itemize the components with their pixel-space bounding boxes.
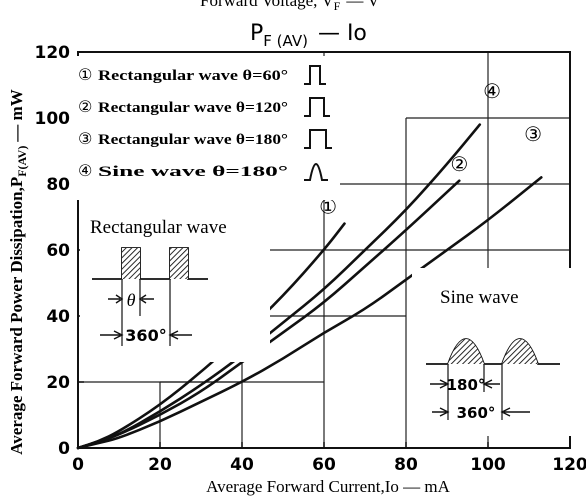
sine-wave-inset: Sine wave 180° 360° [412,268,577,436]
y-axis-label: Average Forward Power Dissipation,PF(AV)… [7,89,29,454]
x-tick-label: 20 [148,455,172,475]
y-tick-label: 20 [46,373,70,393]
series-label-4: ④ [483,79,501,103]
rect-inset-title: Rectangular wave [90,217,227,238]
rect-period-label: 360° [125,326,166,345]
legend-symbol-sine [304,163,328,181]
series-line-3 [76,176,543,450]
legend-marker-3: ③ [78,129,92,148]
sine-hump-1 [448,339,484,364]
legend-label-4: Sine wave θ=180° [98,164,288,180]
x-tick-label: 60 [312,455,336,475]
rect-theta-label: θ [127,290,136,310]
y-tick-label: 80 [46,175,70,195]
y-tick-label: 60 [46,241,70,261]
y-tick-label: 0 [58,439,70,459]
series-label-2: ② [450,152,468,176]
rect-pulse-2 [170,248,188,279]
series-labels: ① ② ③④ [319,79,542,219]
sine-inset-title: Sine wave [440,287,519,308]
rect-period-arrows [100,330,192,340]
legend-label-1: Rectangular wave θ=60° [98,68,288,84]
legend-label-2: Rectangular wave θ=120° [98,100,288,116]
y-tick-label: 120 [35,43,71,63]
legend-symbol-rect-60 [304,65,326,85]
legend: ① Rectangular wave θ=60° ② Rectangular wave… [72,56,340,200]
legend-marker-4: ④ [78,161,92,180]
rectangular-wave-inset: Rectangular wave θ 360° [80,212,270,362]
x-tick-label: 100 [470,455,506,475]
series-lines [76,123,543,450]
x-axis-ticks: 0 20 40 60 80 100 120 [72,442,586,475]
chart-title: PF (AV) — Io [250,21,367,50]
theta-dimension-arrows [108,294,154,304]
sine-half-arrows [430,379,500,389]
legend-marker-1: ① [78,65,92,84]
sine-period-label: 360° [457,404,496,422]
x-tick-label: 80 [394,455,418,475]
legend-marker-2: ② [78,97,92,116]
x-tick-label: 0 [72,455,84,475]
legend-label-3: Rectangular wave θ=180° [98,132,288,148]
series-label-1: ① [319,195,337,219]
sine-period-arrows [432,407,530,417]
x-tick-label: 120 [552,455,586,475]
sine-inset-bg [412,268,577,436]
legend-symbol-rect-120 [304,97,330,117]
rect-pulse-1 [122,248,140,279]
series-label-3: ③ [524,122,542,146]
x-tick-label: 40 [230,455,254,475]
y-tick-label: 40 [46,307,70,327]
x-axis-label: Average Forward Current,Io — mA [206,477,450,496]
legend-symbol-rect-180 [304,129,332,149]
y-tick-label: 100 [35,109,71,129]
y-axis-ticks: 0 20 40 60 80 100 120 [35,43,84,459]
sine-half-label: 180° [447,376,486,394]
sine-hump-2 [502,339,538,364]
partial-header: Forward Voltage, VF — V [200,0,380,13]
legend-background [72,56,340,200]
